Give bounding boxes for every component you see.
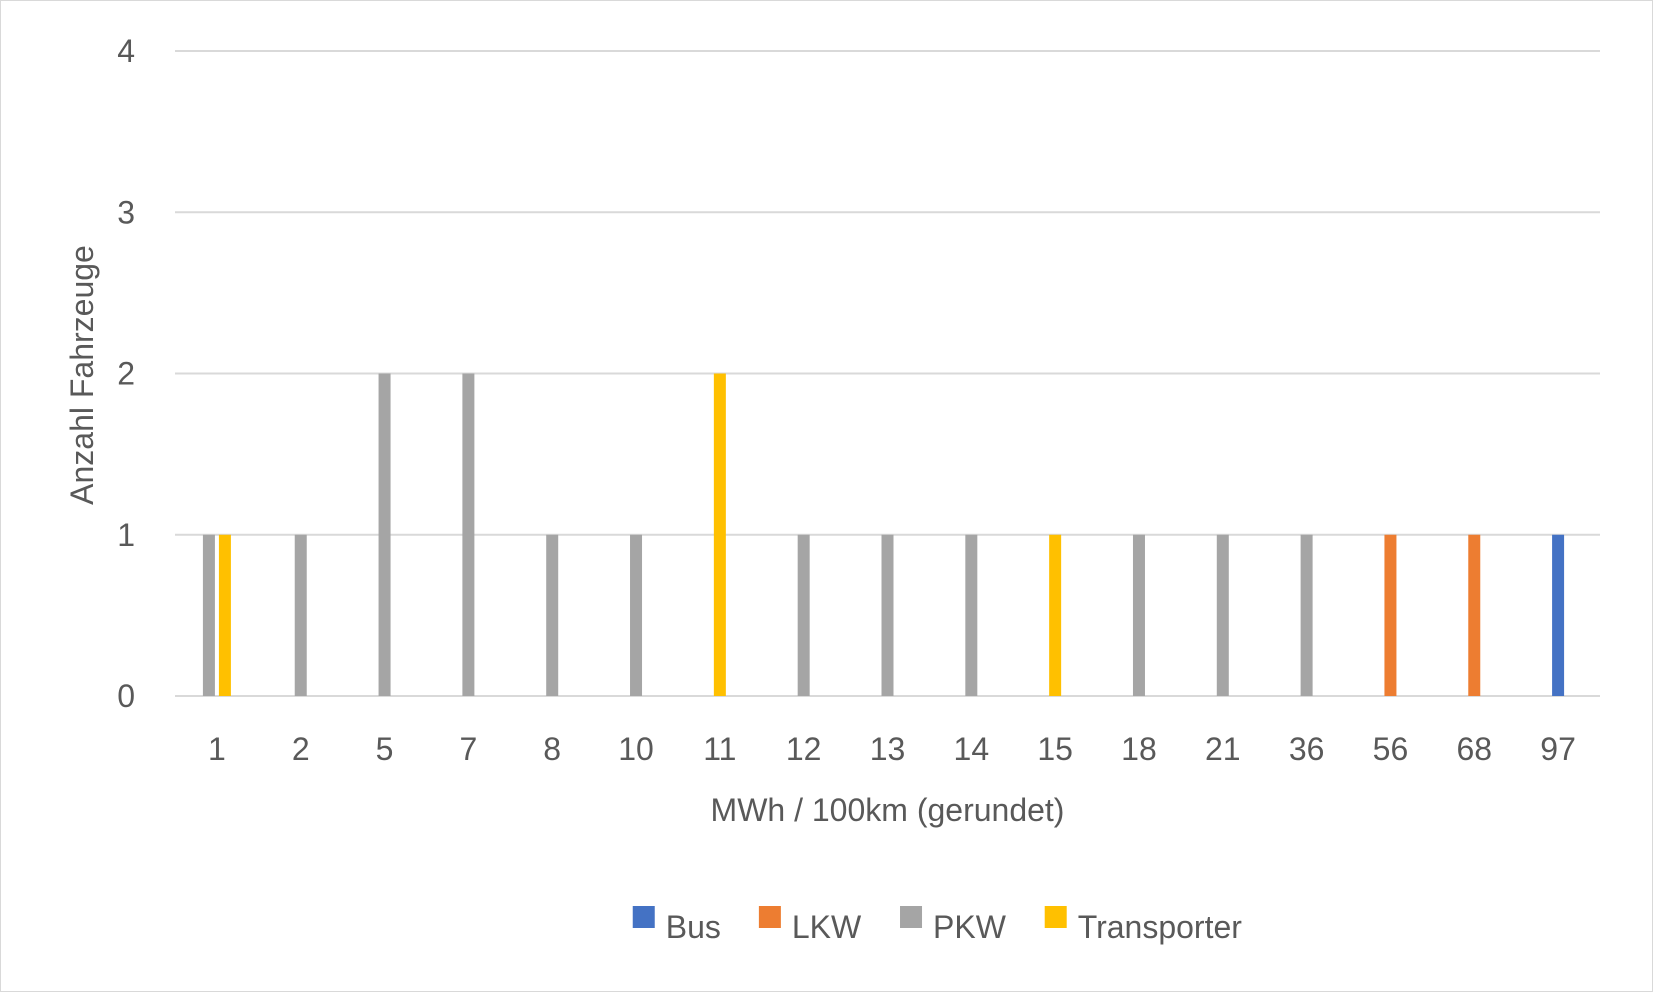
legend-swatch [1044,906,1067,928]
gridlines [175,50,1600,697]
legend: Bus LKW PKW Transporter [632,906,1243,945]
bar-bus-97 [1552,534,1565,696]
y-axis-ticks: 0 1 2 3 4 [117,33,135,714]
x-tick-label: 12 [786,731,822,767]
legend-swatch [758,906,781,928]
bar-transporter-15 [1049,534,1062,696]
bar-lkw-68 [1468,534,1481,696]
bar-pkw-2 [294,534,307,696]
x-tick-label: 5 [376,731,394,767]
x-tick-label: 14 [954,731,990,767]
bar-pkw-7 [462,373,475,696]
x-tick-label: 15 [1037,731,1073,767]
y-tick-label: 4 [117,33,135,69]
legend-swatch [900,906,923,928]
x-tick-label: 36 [1289,731,1325,767]
bar-pkw-21 [1216,534,1229,696]
bar-pkw-8 [546,534,559,696]
y-tick-label: 1 [117,517,135,553]
y-axis-title: Anzahl Fahrzeuge [64,245,100,505]
bar-pkw-18 [1132,534,1145,696]
legend-item-transporter: Transporter [1044,906,1243,945]
x-tick-label: 56 [1373,731,1409,767]
x-tick-label: 1 [208,731,226,767]
legend-swatch [632,906,655,928]
x-axis-title: MWh / 100km (gerundet) [711,792,1065,828]
x-axis-ticks: 1 2 5 7 8 10 11 12 13 14 15 18 21 36 56 68 97 [208,731,1576,767]
y-tick-label: 3 [117,194,135,230]
bar-pkw-10 [630,534,643,696]
bar-pkw-12 [797,534,810,696]
legend-label: PKW [933,909,1007,945]
bar-pkw-1 [202,534,215,696]
bar-pkw-14 [965,534,978,696]
bar-pkw-13 [881,534,894,696]
x-tick-label: 10 [618,731,654,767]
legend-item-pkw: PKW [900,906,1007,945]
x-tick-label: 13 [870,731,906,767]
x-tick-label: 18 [1121,731,1157,767]
x-tick-label: 8 [543,731,561,767]
legend-label: Transporter [1078,909,1243,945]
x-tick-label: 68 [1456,731,1492,767]
x-tick-label: 2 [292,731,310,767]
x-tick-label: 97 [1540,731,1576,767]
bars [202,373,1565,696]
x-tick-label: 7 [459,731,477,767]
x-tick-label: 21 [1205,731,1241,767]
legend-label: LKW [792,909,862,945]
legend-label: Bus [666,909,721,945]
x-tick-label: 11 [703,731,736,767]
y-tick-label: 0 [117,678,135,714]
y-tick-label: 2 [117,356,135,392]
bar-transporter-11 [713,373,726,696]
bar-pkw-36 [1300,534,1313,696]
bar-transporter-1 [218,534,231,696]
bar-pkw-5 [378,373,391,696]
legend-item-bus: Bus [632,906,721,945]
legend-item-lkw: LKW [758,906,862,945]
bar-lkw-56 [1384,534,1397,696]
